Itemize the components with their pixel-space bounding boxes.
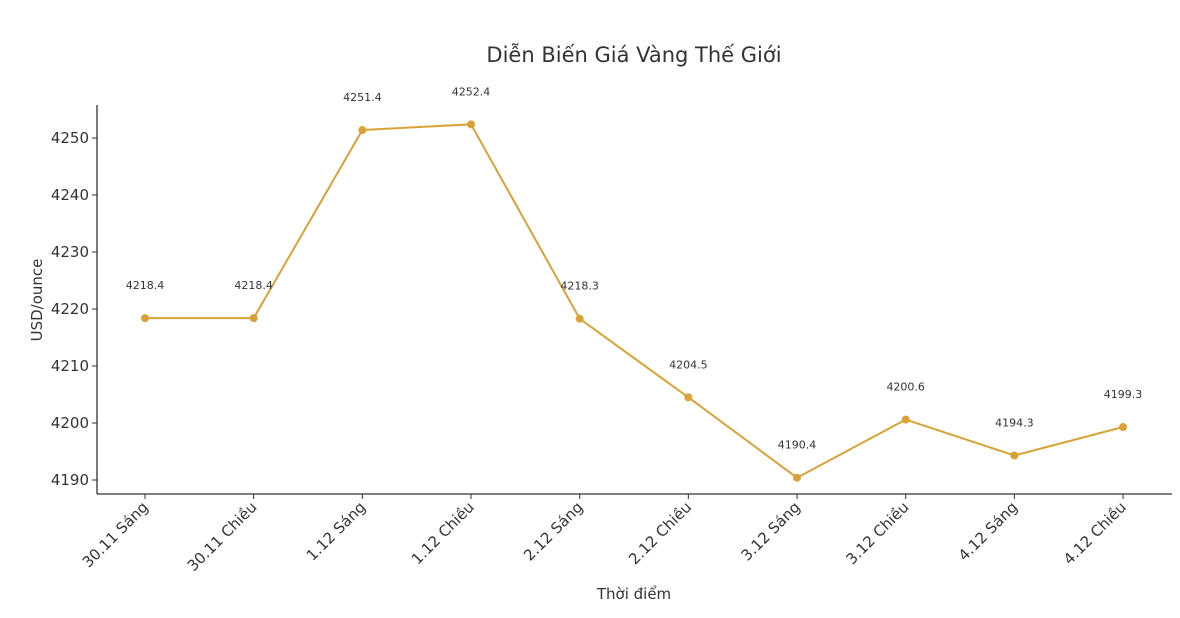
data-label: 4190.4: [778, 439, 817, 452]
data-label: 4218.3: [560, 280, 599, 293]
x-tick-label: 30.11 Chiều: [184, 498, 261, 575]
x-tick-label: 4.12 Sáng: [955, 498, 1021, 564]
data-label: 4199.3: [1104, 388, 1143, 401]
data-point-marker: [141, 314, 149, 323]
data-point-marker: [575, 314, 584, 323]
data-point-marker: [1119, 422, 1128, 431]
y-tick-label: 4210: [51, 357, 89, 375]
data-point-marker: [793, 473, 802, 482]
data-label: 4218.4: [126, 279, 165, 292]
data-label: 4194.3: [995, 416, 1034, 429]
data-labels: 4218.4 4218.4 4251.4 4252.4 4218.3 4204.5 4190…: [126, 85, 1143, 451]
y-axis-title: USD/ounce: [28, 259, 46, 342]
data-label: 4200.6: [886, 381, 925, 394]
y-tick-label: 4250: [51, 129, 89, 147]
y-axis-ticks: 4190 4200 4210 4220 4230 4240 4250: [51, 129, 97, 489]
y-tick-label: 4230: [51, 243, 89, 261]
data-point-marker: [467, 120, 476, 129]
x-axis-ticks: 30.11 Sáng 30.11 Chiều 1.12 Sáng 1.12 Chiều…: [79, 494, 1130, 575]
y-tick-label: 4190: [51, 471, 89, 489]
data-point-marker: [901, 415, 910, 424]
data-label: 4204.5: [669, 358, 708, 371]
chart-title: Diễn Biến Giá Vàng Thế Giới: [486, 43, 782, 67]
x-tick-label: 30.11 Sáng: [79, 498, 152, 571]
x-tick-label: 3.12 Sáng: [737, 498, 803, 564]
data-point-marker: [358, 126, 367, 135]
data-point-marker: [1010, 451, 1019, 460]
y-tick-label: 4200: [51, 414, 89, 432]
axes: [96, 105, 1172, 495]
data-point-marker: [249, 314, 258, 323]
x-tick-label: 2.12 Chiều: [625, 498, 695, 568]
x-tick-label: 1.12 Chiều: [408, 498, 478, 568]
x-tick-label: 1.12 Sáng: [303, 498, 369, 564]
data-label: 4252.4: [452, 85, 491, 98]
data-series: [141, 120, 1128, 482]
series-line: [145, 123, 1124, 479]
x-tick-label: 2.12 Sáng: [520, 498, 586, 564]
x-tick-label: 3.12 Chiều: [842, 498, 912, 568]
x-tick-label: 4.12 Chiều: [1060, 498, 1130, 568]
x-axis-title: Thời điểm: [596, 585, 671, 603]
data-label: 4251.4: [343, 91, 382, 104]
data-label: 4218.4: [234, 279, 273, 292]
data-point-marker: [684, 393, 693, 402]
y-tick-label: 4240: [51, 186, 89, 204]
y-tick-label: 4220: [51, 300, 89, 318]
